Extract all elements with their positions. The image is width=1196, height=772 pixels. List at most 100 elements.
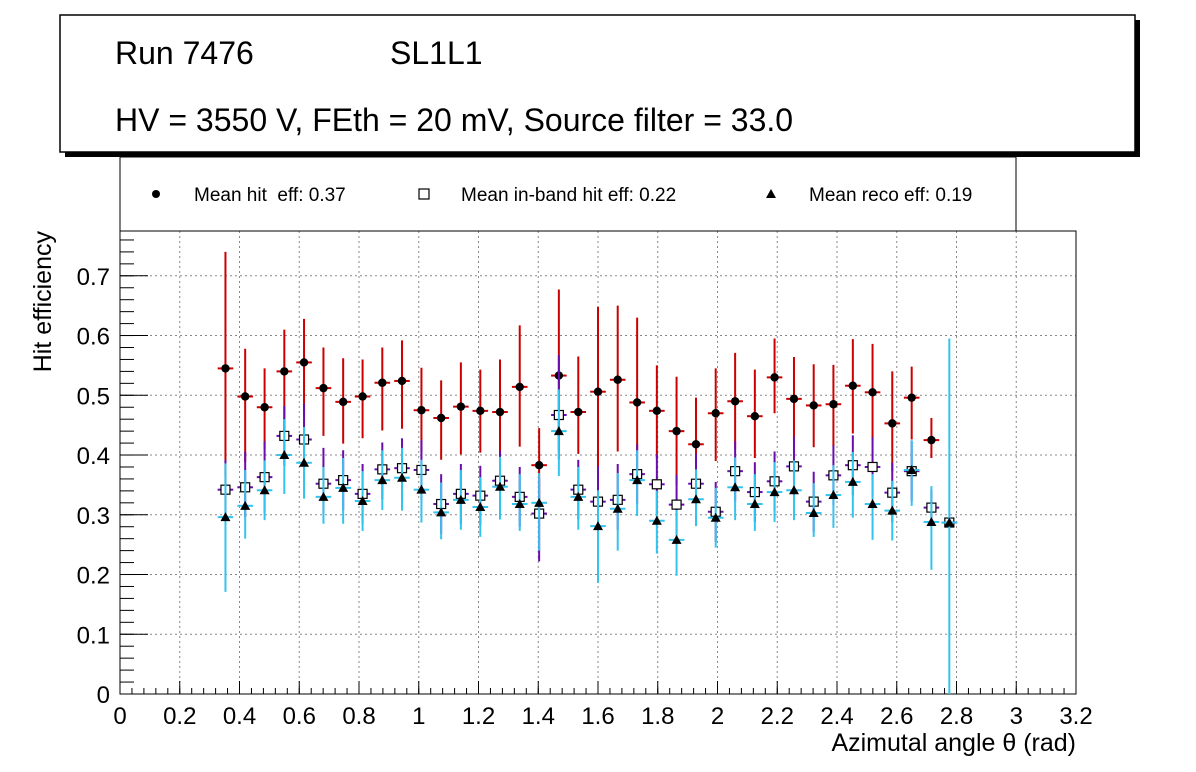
data-point-triangle — [944, 517, 955, 527]
y-tick-label: 0.6 — [77, 324, 110, 351]
data-point-triangle — [573, 491, 584, 501]
data-point-triangle — [534, 497, 545, 507]
data-point-circle — [691, 440, 701, 449]
data-point-triangle — [887, 505, 898, 515]
legend-entry-hit: Mean hit eff: 0.37 — [152, 185, 346, 206]
data-point-circle — [378, 378, 387, 387]
x-tick-label: 0 — [113, 703, 126, 730]
data-point-circle — [907, 393, 916, 402]
x-tick-label: 2 — [711, 703, 724, 730]
data-point-triangle — [651, 515, 662, 525]
data-point-triangle — [357, 496, 368, 506]
data-point-triangle — [926, 516, 937, 526]
legend-marker-square — [418, 188, 430, 200]
title-layer: SL1L1 — [390, 35, 483, 71]
data-point-triangle — [299, 457, 310, 467]
legend-label-hit: Mean hit eff: 0.37 — [194, 185, 346, 206]
data-point-circle — [848, 381, 858, 390]
legend-entry-reco: Mean reco eff: 0.19 — [766, 185, 972, 206]
legend-label-reco: Mean reco eff: 0.19 — [809, 185, 972, 206]
data-point-triangle — [220, 512, 231, 522]
data-point-triangle — [338, 482, 349, 492]
series-triangle — [217, 338, 958, 694]
data-point-triangle — [455, 494, 466, 504]
data-point-square — [671, 499, 682, 510]
data-point-triangle — [475, 502, 486, 512]
data-point-circle — [632, 398, 642, 407]
data-point-circle — [240, 392, 250, 401]
y-axis-label: Hit efficiency — [29, 231, 57, 373]
series-circle — [217, 251, 958, 527]
data-point-triangle — [749, 499, 760, 509]
data-point-triangle — [259, 485, 270, 495]
data-point-circle — [574, 407, 583, 417]
data-point-circle — [280, 367, 289, 376]
legend-marker-circle — [152, 190, 160, 198]
data-point-triangle — [769, 487, 780, 497]
data-point-triangle — [416, 484, 427, 494]
data-point-circle — [927, 435, 936, 445]
data-point-triangle — [710, 512, 721, 522]
x-tick-label: 2.2 — [761, 703, 794, 730]
data-point-square — [651, 479, 662, 490]
data-point-triangle — [632, 475, 643, 485]
data-point-triangle — [397, 472, 408, 482]
legend-label-in-band: Mean in-band hit eff: 0.22 — [461, 185, 676, 206]
data-point-circle — [436, 413, 446, 423]
data-point-circle — [770, 373, 779, 382]
data-point-triangle — [240, 500, 251, 510]
data-point-circle — [319, 383, 328, 393]
x-axis-label: Azimutal angle θ (rad) — [831, 729, 1076, 757]
x-tick-label: 1 — [412, 703, 425, 730]
data-point-circle — [397, 376, 407, 386]
x-tick-label: 1.4 — [522, 703, 555, 730]
y-tick-label: 0.5 — [77, 383, 110, 410]
data-point-circle — [515, 382, 524, 392]
data-point-circle — [809, 401, 818, 410]
legend-marker-triangle — [766, 189, 776, 198]
legend: Mean hit eff: 0.37 Mean in-band hit eff:… — [119, 156, 1017, 232]
data-point-circle — [652, 406, 662, 416]
axis-ticks: 0 0.2 0.4 0.6 0.8 1 1.2 1.4 1.6 1.8 2 2.2 2.4 2.6 2.8 3… — [77, 239, 1093, 730]
data-point-triangle — [730, 482, 741, 492]
data-point-circle — [476, 406, 485, 416]
x-tick-label: 1.2 — [462, 703, 495, 730]
data-point-triangle — [377, 475, 388, 485]
title-box: Run 7476 SL1L1 HV = 3550 V, FEth = 20 mV… — [59, 14, 1140, 157]
data-point-triangle — [847, 476, 858, 486]
data-point-circle — [868, 388, 877, 397]
legend-entry-in-band: Mean in-band hit eff: 0.22 — [418, 185, 676, 206]
data-points — [217, 251, 958, 694]
data-point-circle — [711, 409, 720, 418]
data-point-circle — [593, 387, 603, 396]
data-point-triangle — [318, 491, 329, 501]
y-tick-label: 0.7 — [77, 264, 110, 291]
data-point-circle — [221, 364, 230, 373]
data-point-triangle — [593, 521, 603, 531]
data-point-circle — [613, 375, 622, 384]
y-tick-label: 0.4 — [77, 443, 110, 470]
y-tick-label: 0.3 — [77, 503, 110, 530]
data-point-circle — [456, 402, 466, 411]
x-tick-label: 0.8 — [342, 703, 375, 730]
x-tick-label: 2.4 — [820, 703, 853, 730]
data-point-triangle — [671, 534, 682, 544]
x-tick-label: 3.2 — [1059, 703, 1092, 730]
data-point-circle — [888, 419, 897, 428]
data-point-circle — [417, 406, 426, 415]
data-point-triangle — [788, 485, 799, 495]
data-point-triangle — [436, 507, 447, 517]
data-point-triangle — [906, 464, 917, 474]
data-point-circle — [338, 397, 348, 407]
data-point-circle — [260, 403, 269, 412]
x-tick-label: 1.6 — [581, 703, 614, 730]
data-point-circle — [730, 397, 740, 406]
y-tick-label: 0.1 — [77, 622, 110, 649]
data-point-triangle — [690, 494, 701, 504]
data-point-circle — [750, 412, 760, 421]
y-tick-label: 0 — [97, 682, 110, 709]
x-tick-label: 0.6 — [283, 703, 316, 730]
x-tick-label: 0.4 — [223, 703, 256, 730]
data-point-square — [867, 461, 878, 473]
